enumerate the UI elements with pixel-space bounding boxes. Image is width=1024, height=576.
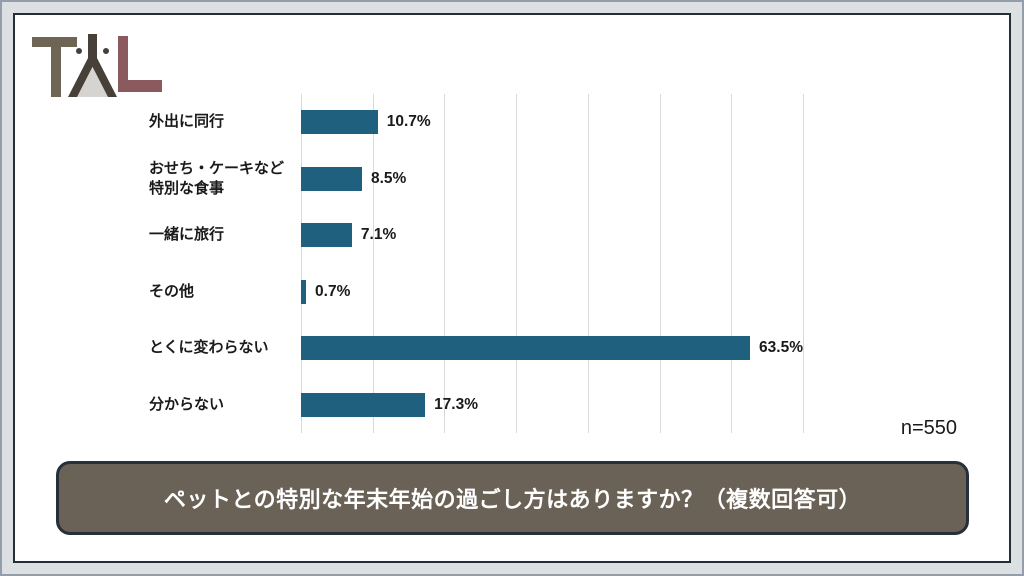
bar-track: 0.7% <box>301 279 803 304</box>
gridline <box>659 94 661 433</box>
gridline <box>587 94 589 433</box>
category-label: おせち・ケーキなど 特別な食事 <box>149 159 285 197</box>
bar <box>301 336 751 361</box>
gridline <box>301 94 302 433</box>
bar-track: 8.5% <box>301 166 803 191</box>
question-text: ペットとの特別な年末年始の過ごし方はありますか？（複数回答可） <box>163 487 862 512</box>
gridline <box>516 94 518 433</box>
bar-track: 63.5% <box>301 336 803 361</box>
bar <box>301 110 378 135</box>
value-label: 63.5% <box>759 339 803 357</box>
bar-row: とくに変わらない 63.5% <box>149 320 889 377</box>
bar <box>301 223 352 248</box>
bar-row: その他 0.7% <box>149 264 889 321</box>
gridlines <box>301 94 804 433</box>
bar-track: 7.1% <box>301 223 803 248</box>
value-label: 0.7% <box>315 282 351 300</box>
category-label: その他 <box>149 282 195 300</box>
brand-logo-tal-icon <box>32 34 162 97</box>
question-banner: ペットとの特別な年末年始の過ごし方はありますか？（複数回答可） <box>56 461 969 535</box>
category-label: 一緒に旅行 <box>149 226 225 244</box>
gridline <box>803 94 804 433</box>
gridline <box>444 94 446 433</box>
sample-size-label: n=550 <box>900 417 957 439</box>
bar-row: 分からない 17.3% <box>149 377 889 434</box>
category-label: 分からない <box>149 395 225 413</box>
bar <box>301 279 307 304</box>
bar <box>301 166 362 191</box>
value-label: 7.1% <box>360 226 397 244</box>
bar-track: 10.7% <box>301 110 803 135</box>
value-label: 17.3% <box>434 395 479 413</box>
gridline <box>372 94 374 433</box>
value-label: 8.5% <box>370 169 407 187</box>
bar-track: 17.3% <box>301 392 803 417</box>
bar-row: 外出に同行 10.7% <box>149 94 889 151</box>
bar-chart: 外出に同行 10.7% おせち・ケーキなど 特別な食事 8.5% 一緒に旅行 7.1% その他… <box>149 94 889 433</box>
value-label: 10.7% <box>386 113 431 131</box>
slide: 外出に同行 10.7% おせち・ケーキなど 特別な食事 8.5% 一緒に旅行 7.1% その他… <box>13 13 1011 563</box>
bar-row: おせち・ケーキなど 特別な食事 8.5% <box>149 151 889 208</box>
category-label: とくに変わらない <box>149 339 269 357</box>
bar <box>301 392 426 417</box>
category-label: 外出に同行 <box>149 113 225 131</box>
bar-row: 一緒に旅行 7.1% <box>149 207 889 264</box>
gridline <box>731 94 733 433</box>
